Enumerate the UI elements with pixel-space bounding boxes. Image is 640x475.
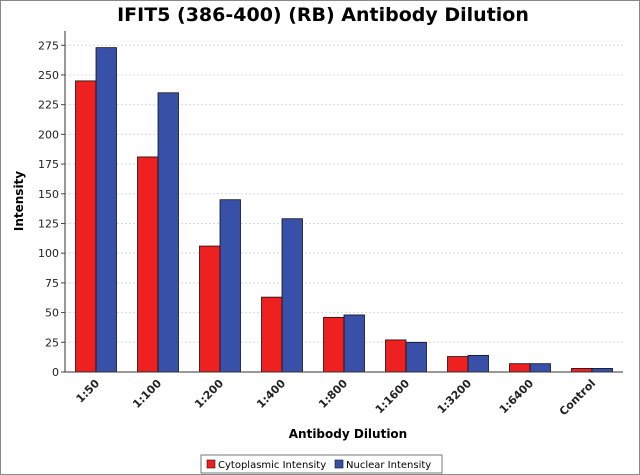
bar-nuclear [405,341,427,373]
bar-cytoplasmic [447,356,469,373]
x-tick-label: 1:3200 [435,377,475,417]
bar-nuclear [157,92,179,373]
bar-cytoplasmic [137,156,159,373]
bar-cytoplasmic [509,363,531,373]
bar-cytoplasmic [323,316,345,373]
y-tick-label: 125 [38,217,59,230]
x-axis-ticks: 1:50 1:100 1:200 1:400 1:800 1:1600 1:3200 1:64… [74,377,599,419]
x-tick-label: 1:100 [130,377,164,411]
x-tick-label: 1:1600 [373,377,413,417]
y-axis-label: Intensity [12,171,26,231]
bar-nuclear [343,314,365,373]
y-tick-label: 25 [45,336,59,349]
legend-label: Cytoplasmic Intensity [218,460,326,471]
bar-nuclear [281,218,303,373]
y-axis-ticks: 0 25 50 75 100 125 150 175 200 225 250 275 [38,39,65,379]
x-tick-label: 1:200 [192,377,226,411]
legend: Cytoplasmic Intensity Nuclear Intensity [200,454,443,474]
legend-swatch [206,459,216,469]
y-tick-label: 0 [52,366,59,379]
bar-nuclear [467,354,489,373]
bar-cytoplasmic [199,245,221,373]
bar-nuclear [95,47,117,373]
axes [64,31,623,373]
y-tick-label: 75 [45,277,59,290]
y-tick-label: 225 [38,99,59,112]
bar-cytoplasmic [75,80,97,373]
y-tick-label: 250 [38,69,59,82]
y-tick-label: 150 [38,188,59,201]
bar-cytoplasmic [261,296,283,373]
bar-nuclear [591,368,613,373]
bar-cytoplasmic [385,339,407,373]
y-tick-label: 200 [38,128,59,141]
x-tick-label: Control [557,377,598,418]
x-tick-label: 1:800 [316,377,350,411]
y-tick-label: 100 [38,247,59,260]
legend-swatch [334,459,344,469]
bar-nuclear [219,199,241,373]
x-tick-label: 1:400 [254,377,288,411]
legend-box [200,454,443,474]
y-tick-label: 50 [45,307,59,320]
bars-group [75,47,613,373]
y-tick-label: 175 [38,158,59,171]
legend-label: Nuclear Intensity [346,460,431,471]
x-axis-label: Antibody Dilution [289,427,407,441]
chart-title: IFIT5 (386-400) (RB) Antibody Dilution [117,4,529,26]
x-tick-label: 1:6400 [497,377,537,417]
bar-nuclear [529,363,551,373]
y-tick-label: 275 [38,39,59,52]
bar-cytoplasmic [571,368,593,373]
x-tick-label: 1:50 [74,377,103,406]
